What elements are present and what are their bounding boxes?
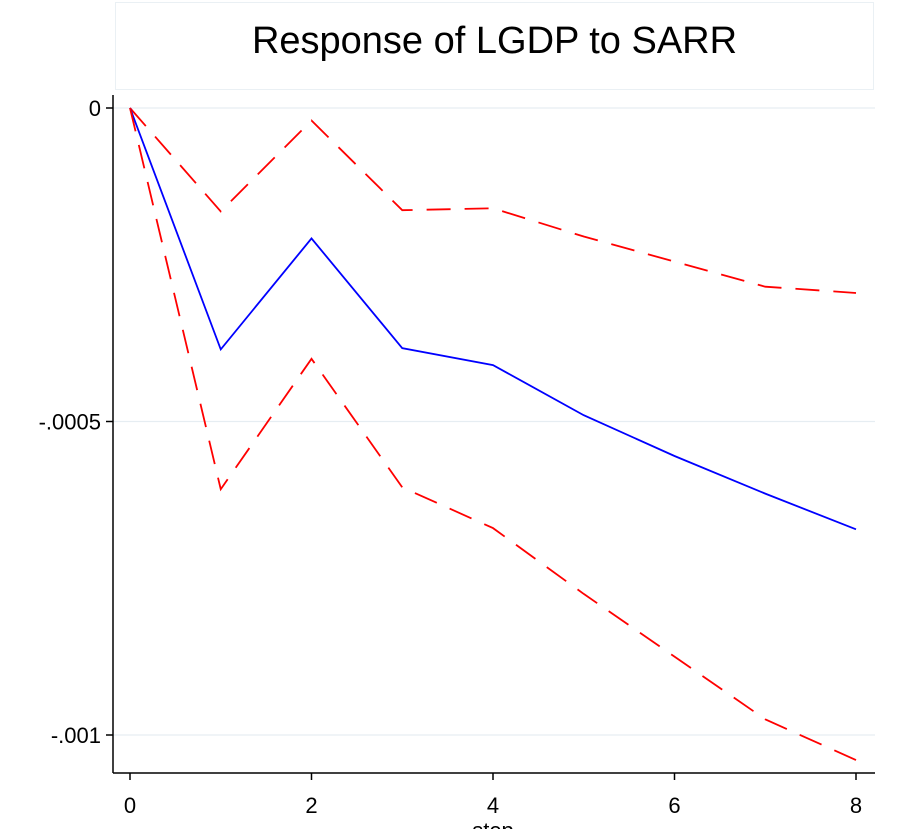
y-tick-label-2: -.001	[51, 723, 101, 748]
x-tick-label-4: 8	[850, 793, 862, 818]
x-axis-title: step	[472, 818, 514, 829]
axes	[112, 95, 875, 774]
tick-marks	[106, 107, 857, 780]
x-tick-label-0: 0	[124, 793, 136, 818]
grid-lines	[113, 107, 875, 736]
y-tick-label-0: 0	[89, 96, 101, 121]
x-tick-label-3: 6	[668, 793, 680, 818]
series-line-1	[129, 107, 857, 531]
y-tick-label-1: -.0005	[39, 410, 101, 435]
chart-title: Response of LGDP to SARR	[251, 20, 738, 62]
x-tick-label-1: 2	[305, 793, 317, 818]
series-layer	[129, 107, 857, 761]
series-line-2	[129, 107, 857, 761]
title-box: Response of LGDP to SARR	[115, 2, 874, 90]
tick-labels: 0 -.0005 -.001 0 2 4 6 8 step	[39, 96, 863, 829]
series-line-0	[129, 107, 857, 294]
x-tick-label-2: 4	[487, 793, 499, 818]
